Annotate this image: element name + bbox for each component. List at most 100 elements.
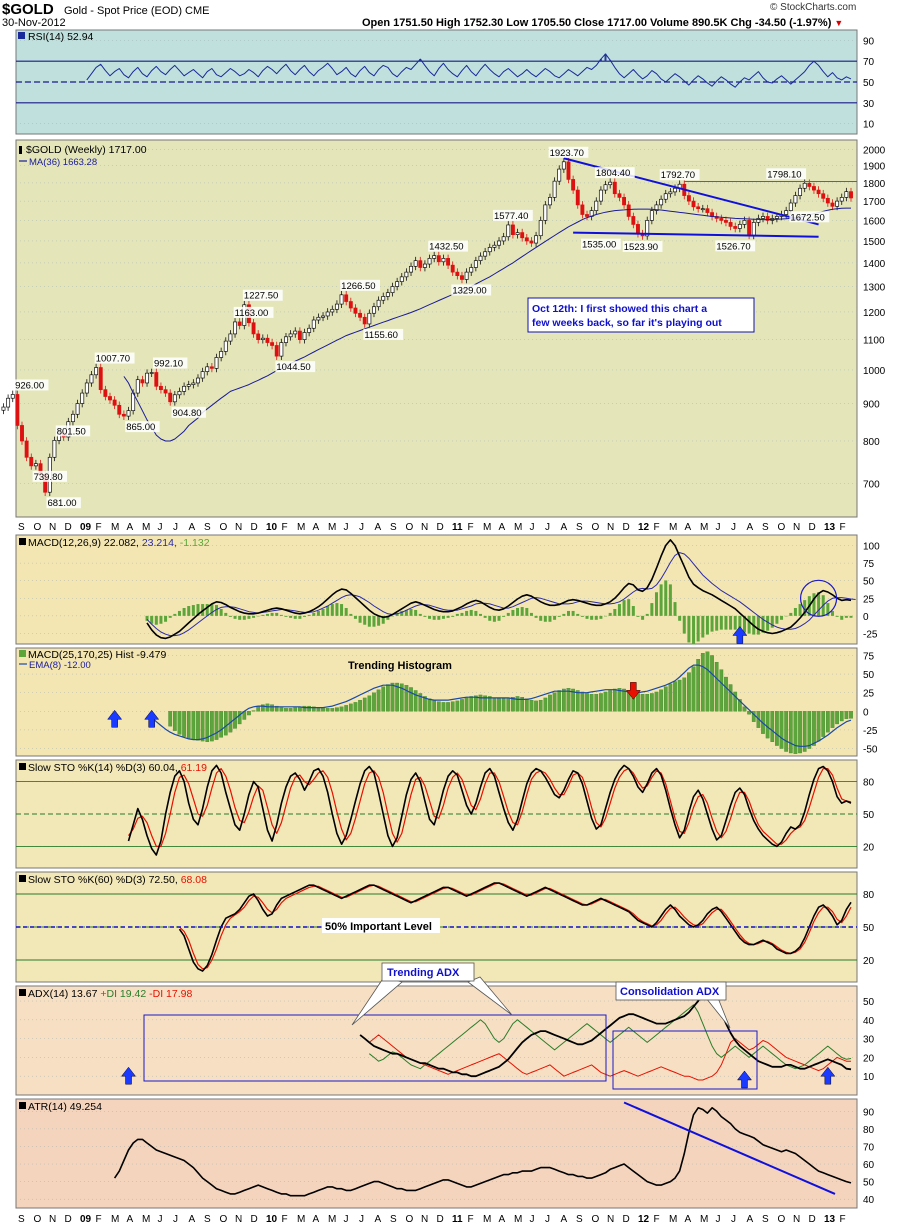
x-axis-label: D — [623, 1214, 630, 1225]
atr-trendline — [623, 1101, 836, 1195]
price-candle — [348, 301, 353, 309]
macd-histogram-bar — [437, 615, 441, 620]
x-axis-label: N — [235, 522, 242, 533]
price-candle — [751, 222, 756, 236]
price-candle — [654, 204, 659, 211]
macd-hist-bar — [700, 653, 705, 712]
macd-hist-axis-tick-label: 0 — [863, 707, 869, 718]
price-annotation: 1155.60 — [364, 330, 398, 341]
macd-histogram-bar — [548, 615, 552, 622]
macd-hist-bar — [515, 696, 520, 712]
trending-adx-box — [143, 1014, 607, 1082]
sto60-axis-tick-label: 80 — [863, 890, 875, 901]
macd-histogram-bar — [344, 607, 348, 616]
macd-title-hist: -1.132 — [180, 537, 210, 549]
price-candle — [172, 394, 177, 403]
macd-histogram-bar — [238, 615, 242, 620]
x-axis-label: J — [530, 1214, 535, 1225]
x-axis-label: N — [421, 522, 428, 533]
macd-hist-bar — [205, 711, 210, 742]
price-annotation: 1329.00 — [452, 285, 486, 296]
price-annotation-bg — [766, 168, 807, 180]
x-axis-label: J — [545, 522, 550, 533]
price-candle — [561, 161, 566, 170]
price-annotation-bg — [242, 289, 283, 301]
rsi-axis-tick-label: 10 — [863, 120, 875, 131]
macd-histogram-bar — [451, 615, 455, 617]
x-axis-label: D — [623, 522, 630, 533]
note-line-1: Oct 12th: I first showed this chart a — [532, 303, 707, 315]
price-candle — [673, 187, 677, 193]
x-axis-label: D — [809, 522, 816, 533]
price-candle — [140, 379, 145, 384]
x-axis-label: O — [220, 522, 228, 533]
macd-histogram-bar — [729, 615, 733, 630]
macd-histogram-bar — [182, 607, 186, 616]
price-candle — [659, 198, 664, 206]
price-candle — [316, 316, 321, 321]
price-annotation: 1798.10 — [767, 169, 801, 180]
macd-histogram-bar — [543, 615, 547, 622]
price-annotation: 1227.50 — [244, 291, 278, 302]
sto14-axis-tick-label: 80 — [863, 778, 875, 789]
consolidation-adx-callout — [615, 981, 727, 1001]
price-candle — [372, 306, 376, 314]
macd-hist-bar — [186, 711, 191, 739]
macd-hist-bar — [566, 688, 571, 712]
x-axis-label: D — [437, 1214, 444, 1225]
macd-hist-bar — [251, 710, 256, 712]
price-candle — [409, 265, 413, 273]
price-candle — [668, 191, 673, 195]
x-axis-label: J — [716, 522, 721, 533]
chart-header: $GOLD Gold - Spot Price (EOD) CME 30-Nov… — [0, 0, 900, 30]
macd-hist-bar — [543, 697, 548, 712]
macd-histogram-bar — [724, 615, 728, 630]
macd-hist-bar — [608, 690, 613, 712]
macd-histogram-bar — [321, 608, 325, 616]
macd-histogram-bar — [372, 615, 376, 627]
macd-hist-bar — [293, 707, 298, 712]
macd-histogram-bar — [710, 615, 714, 632]
macd-hist-bar — [168, 711, 173, 727]
price-candle — [418, 260, 423, 268]
price-candle — [177, 391, 182, 396]
price-candle — [469, 267, 474, 273]
macd-hist-bar — [529, 699, 534, 712]
price-candle — [524, 237, 529, 242]
x-axis-label: O — [34, 522, 42, 533]
price-candle — [802, 182, 807, 189]
price-candle — [742, 220, 747, 225]
price-candle — [747, 220, 752, 236]
macd-histogram-bar — [719, 615, 723, 630]
x-axis-label: M — [700, 1214, 708, 1225]
macd-histogram-bar — [386, 615, 390, 620]
price-candle — [233, 321, 237, 335]
macd-histogram-bar — [358, 615, 362, 623]
macd-hist-bar — [687, 672, 691, 712]
macd-axis-tick-label: 0 — [863, 612, 869, 623]
macd-histogram-bar — [441, 615, 445, 619]
sto60-title: Slow STO %K(60) %D(3) 72.50, 68.08 — [28, 874, 207, 886]
price-annotation: 1535.00 — [582, 240, 616, 251]
macd-hist-bar — [538, 699, 543, 712]
macd-histogram-bar — [145, 615, 149, 621]
macd-histogram-bar — [177, 610, 181, 616]
macd-hist-bar — [575, 690, 580, 712]
macd-hist-bar — [779, 711, 784, 749]
macd-histogram-bar — [335, 603, 339, 616]
price-candle — [15, 394, 20, 426]
x-axis-label: M — [669, 522, 677, 533]
macd-hist-bar — [455, 700, 460, 712]
macd-hist-bar — [390, 682, 395, 712]
macd-hist-bar — [177, 711, 182, 735]
macd-hist-bar — [571, 688, 575, 712]
plus-di-line — [368, 1004, 852, 1070]
price-annotation-bg — [46, 497, 81, 509]
price-axis-tick-label: 1600 — [863, 216, 886, 227]
price-candle — [265, 337, 270, 343]
atr-panel: 40 50 60 70 80 90 ATR(14) 49.254 — [15, 1098, 875, 1209]
price-candle — [436, 255, 441, 263]
macd-histogram-bar — [571, 610, 575, 616]
minus-di-line — [368, 1034, 851, 1081]
macd-hist-bar — [335, 707, 339, 712]
